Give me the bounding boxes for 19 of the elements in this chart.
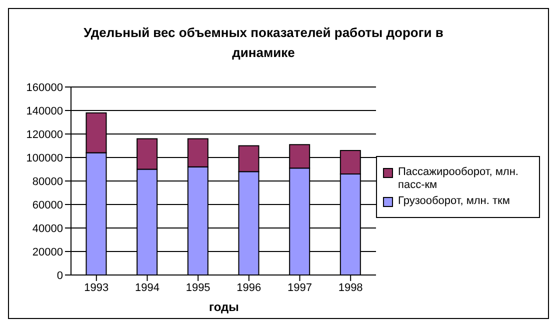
x-tick-label: 1995 — [186, 282, 210, 294]
x-tick-label: 1996 — [236, 282, 262, 294]
y-tick-label: 120000 — [26, 128, 63, 141]
y-tick-label: 80000 — [32, 176, 63, 188]
y-tick-label: 0 — [56, 270, 63, 282]
y-tick-label: 140000 — [26, 105, 63, 118]
legend-label: Грузооборот, млн. ткм — [398, 195, 510, 208]
x-axis-title: годы — [208, 300, 240, 314]
x-tick-label: 1994 — [135, 282, 160, 294]
y-tick-label: 40000 — [32, 222, 63, 235]
x-tick-label: 1993 — [84, 282, 109, 294]
chart-title: Удельный вес объемных показателей работы дороги в динамике — [82, 24, 444, 62]
y-tick-label: 20000 — [32, 246, 63, 258]
x-tick-label: 1997 — [288, 282, 312, 294]
y-tick-label: 100000 — [26, 152, 63, 164]
x-tick-label: 1998 — [338, 282, 363, 294]
y-tick-label: 60000 — [32, 199, 63, 212]
y-tick-label: 160000 — [26, 82, 63, 94]
legend-label: Пассажирооборот, млн. пасс-км — [398, 166, 520, 192]
